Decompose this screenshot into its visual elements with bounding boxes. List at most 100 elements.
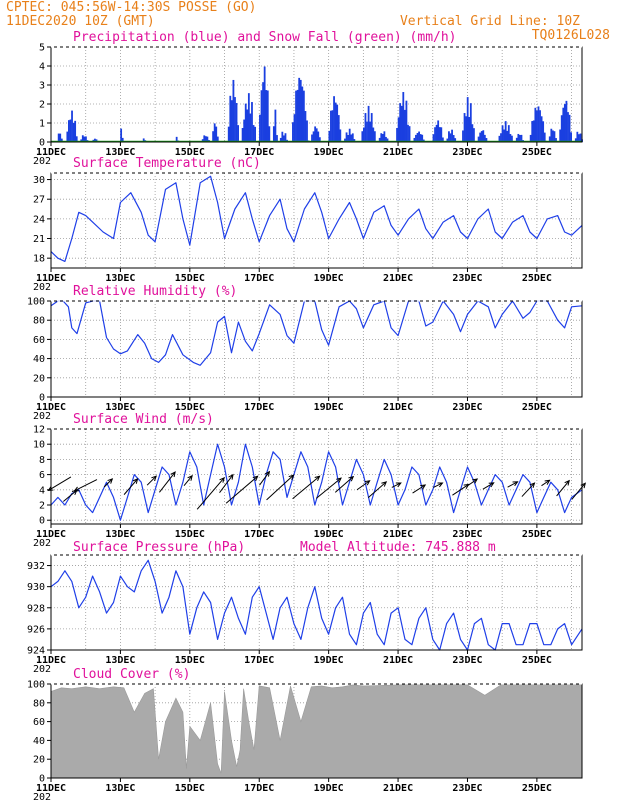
precip-bar — [534, 107, 537, 142]
y-tick-label: 6 — [39, 470, 45, 481]
x-tick-label: 23DEC — [452, 783, 482, 794]
precip-bar — [59, 133, 62, 142]
precip-bar — [441, 137, 444, 142]
panel-frame — [50, 554, 583, 651]
precip-bar — [511, 135, 513, 142]
wind-arrow-head — [107, 478, 114, 484]
precip-bar — [419, 134, 422, 142]
precip-bar — [262, 82, 264, 142]
precip-bar — [80, 139, 83, 142]
wind-arrow — [225, 475, 258, 504]
x-tick-label: 23DEC — [452, 529, 482, 540]
precip-bar — [503, 129, 506, 142]
x-tick-label: 21DEC — [383, 273, 413, 284]
precip-bar — [449, 133, 452, 142]
y-tick-label: 932 — [27, 561, 45, 572]
precip-bar — [500, 133, 502, 142]
precip-bar — [314, 126, 317, 142]
precip-bar — [306, 120, 308, 142]
wind-arrow-head — [364, 480, 371, 486]
x-tick-label: 15DEC — [175, 529, 205, 540]
precip-bar — [203, 135, 206, 142]
x-tick-label: 17DEC — [244, 783, 274, 794]
precip-bar — [241, 128, 244, 142]
precip-bar — [229, 95, 232, 142]
x-year-label: 202 — [33, 282, 51, 293]
y-tick-label: 2 — [39, 501, 45, 512]
y-tick-label: 100 — [27, 297, 45, 308]
precip-bar — [540, 116, 543, 142]
precip-bar — [347, 135, 350, 142]
precip-bar — [227, 126, 230, 142]
precip-bar — [328, 130, 331, 142]
precip-bar — [251, 102, 253, 142]
precip-bar — [448, 131, 450, 142]
precip-bar — [363, 127, 365, 142]
precip-bar — [378, 137, 381, 142]
wind-arrow — [367, 481, 387, 499]
x-tick-label: 21DEC — [383, 147, 413, 158]
precip-bar — [367, 105, 370, 142]
precip-bar — [60, 138, 63, 142]
precip-bar — [504, 121, 507, 142]
wind-arrow-head — [73, 486, 80, 492]
series-line — [50, 559, 583, 651]
precip-bar — [403, 109, 406, 142]
precip-bar — [421, 134, 424, 142]
header-grid-line: Vertical Grid Line: 10Z — [400, 14, 580, 29]
wind-arrow — [334, 476, 354, 493]
wind-arrow — [412, 484, 426, 494]
precip-bar — [311, 134, 313, 142]
precip-bar — [407, 124, 409, 142]
x-tick-label: 23DEC — [452, 402, 482, 413]
panel-title: Surface Pressure (hPa) — [73, 540, 245, 555]
precip-bar — [565, 100, 568, 142]
precip-bar — [529, 134, 532, 142]
y-tick-label: 20 — [33, 373, 45, 384]
wind-arrow — [452, 483, 469, 496]
wind-arrow-head — [544, 479, 551, 485]
precip-bar — [579, 133, 582, 142]
precip-bar — [531, 121, 534, 142]
panel-title: Cloud Cover (%) — [73, 667, 190, 682]
y-tick-label: 924 — [27, 646, 45, 657]
y-tick-label: 5 — [39, 43, 45, 54]
precip-bar — [438, 127, 441, 142]
precip-bar — [249, 113, 252, 142]
y-tick-label: 27 — [33, 195, 45, 206]
precip-bar — [482, 130, 485, 142]
series-line — [50, 300, 583, 366]
wind-arrow-head — [314, 475, 321, 482]
precip-bar — [383, 131, 386, 142]
y-tick-label: 60 — [33, 717, 45, 728]
wind-arrow-head — [71, 489, 78, 496]
precip-bar — [570, 132, 572, 142]
wind-arrow-head — [564, 479, 570, 486]
precip-bar — [348, 128, 351, 142]
wind-arrow-head — [348, 475, 355, 482]
precip-bar — [315, 128, 318, 142]
precip-bar — [405, 100, 408, 142]
precip-bar — [351, 133, 354, 142]
x-tick-label: 23DEC — [452, 273, 482, 284]
precip-bar — [507, 125, 510, 142]
precip-bar — [465, 116, 468, 142]
precip-bar — [364, 113, 367, 142]
precip-bar — [331, 110, 334, 142]
x-tick-label: 21DEC — [383, 529, 413, 540]
precip-bar — [550, 128, 553, 142]
precip-bar — [543, 132, 546, 142]
precip-bar — [293, 114, 296, 142]
precip-bar — [337, 115, 340, 142]
precip-bar — [520, 134, 523, 142]
wind-arrow-head — [420, 484, 427, 490]
precip-bar — [244, 103, 247, 142]
x-tick-label: 15DEC — [175, 273, 205, 284]
y-tick-label: 40 — [33, 354, 45, 365]
precip-bar — [434, 127, 436, 142]
wind-arrow — [63, 489, 78, 502]
precip-bar — [318, 137, 321, 142]
x-tick-label: 13DEC — [105, 273, 135, 284]
precip-bar — [542, 121, 545, 142]
precip-bar — [247, 93, 250, 142]
